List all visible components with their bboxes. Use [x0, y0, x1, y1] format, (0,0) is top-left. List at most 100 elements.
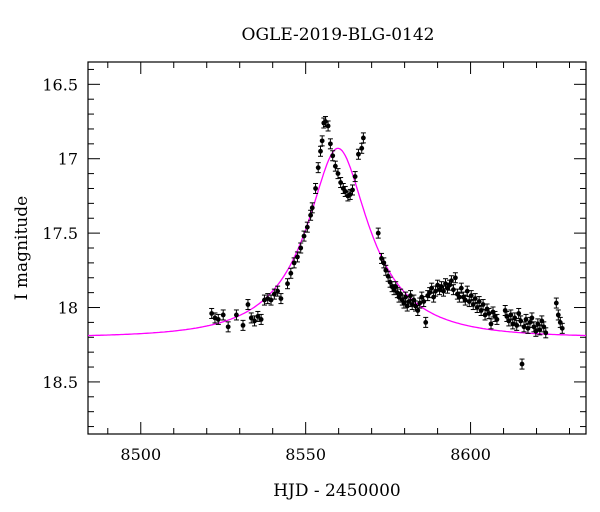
data-marker	[468, 293, 474, 299]
data-marker	[375, 230, 381, 236]
data-marker	[332, 163, 338, 169]
data-point	[375, 227, 381, 239]
data-point	[559, 322, 565, 334]
data-point	[421, 296, 427, 308]
data-point	[553, 297, 559, 309]
data-point	[452, 272, 458, 284]
data-marker	[449, 278, 454, 284]
data-marker	[519, 361, 525, 367]
data-point	[319, 135, 325, 147]
data-marker	[443, 281, 448, 287]
data-point	[215, 313, 221, 325]
data-marker	[342, 189, 348, 194]
data-marker	[347, 192, 353, 197]
data-point	[327, 138, 333, 150]
data-marker	[285, 281, 290, 287]
data-point	[335, 168, 341, 180]
y-tick-label: 17.5	[42, 224, 78, 243]
data-marker	[335, 171, 341, 177]
data-marker	[313, 186, 318, 191]
data-marker	[323, 119, 328, 124]
data-point	[543, 327, 549, 339]
data-marker	[248, 315, 254, 321]
data-point	[476, 296, 482, 308]
data-marker	[319, 138, 325, 144]
data-marker	[352, 174, 358, 179]
data-point	[415, 304, 421, 316]
model-curve	[88, 147, 586, 337]
data-marker	[494, 317, 500, 322]
data-marker	[278, 296, 284, 301]
data-point	[352, 171, 358, 183]
data-point	[308, 209, 314, 221]
data-marker	[209, 311, 215, 316]
data-point	[480, 299, 486, 311]
data-marker	[291, 260, 297, 266]
data-marker	[488, 321, 494, 327]
data-marker	[490, 309, 496, 315]
data-marker	[429, 285, 435, 291]
data-marker	[543, 330, 549, 336]
data-point	[315, 162, 321, 174]
data-marker	[245, 302, 251, 307]
data-marker	[271, 291, 277, 297]
data-marker	[484, 306, 490, 312]
data-marker	[234, 312, 239, 318]
data-point	[441, 285, 447, 297]
data-marker	[381, 260, 387, 266]
data-marker	[521, 324, 527, 330]
data-marker	[464, 288, 470, 294]
data-marker	[315, 165, 321, 171]
x-tick-label: 8550	[285, 445, 326, 464]
data-marker	[512, 315, 518, 321]
data-point	[516, 307, 522, 319]
data-marker	[309, 205, 315, 211]
data-point	[301, 230, 307, 242]
data-point	[309, 202, 315, 214]
data-point	[278, 293, 284, 305]
data-point	[456, 291, 462, 303]
data-point	[359, 142, 365, 154]
data-marker	[403, 294, 408, 300]
data-point	[288, 267, 294, 279]
x-tick-label: 8600	[450, 445, 491, 464]
data-point	[240, 319, 246, 331]
x-axis-label: HJD - 2450000	[273, 481, 401, 501]
data-point	[355, 148, 361, 160]
data-point	[271, 288, 277, 300]
data-marker	[288, 270, 294, 276]
data-marker	[328, 141, 333, 147]
data-marker	[413, 303, 418, 309]
data-point	[360, 132, 366, 144]
data-marker	[435, 282, 440, 288]
data-marker	[298, 245, 304, 251]
data-marker	[456, 294, 462, 300]
data-marker	[452, 275, 458, 281]
data-marker	[451, 287, 456, 293]
data-marker	[359, 145, 365, 151]
data-marker	[559, 325, 565, 331]
data-points	[209, 116, 565, 370]
data-point	[381, 257, 387, 269]
data-point	[423, 316, 429, 328]
data-point	[332, 160, 338, 172]
data-marker	[379, 256, 384, 261]
plot-frame	[87, 61, 587, 435]
data-marker	[252, 318, 257, 324]
y-tick-label: 16.5	[42, 75, 78, 94]
data-point	[512, 312, 518, 324]
data-marker	[523, 317, 529, 322]
data-marker	[360, 135, 366, 141]
data-point	[255, 310, 261, 322]
data-marker	[325, 123, 331, 129]
data-point	[275, 285, 281, 297]
data-marker	[419, 294, 425, 300]
data-marker	[537, 327, 543, 333]
axis-ticks	[88, 62, 586, 434]
data-marker	[531, 324, 537, 330]
data-marker	[275, 288, 281, 294]
data-marker	[258, 317, 264, 322]
data-marker	[518, 318, 524, 324]
y-tick-label: 17	[58, 150, 78, 169]
